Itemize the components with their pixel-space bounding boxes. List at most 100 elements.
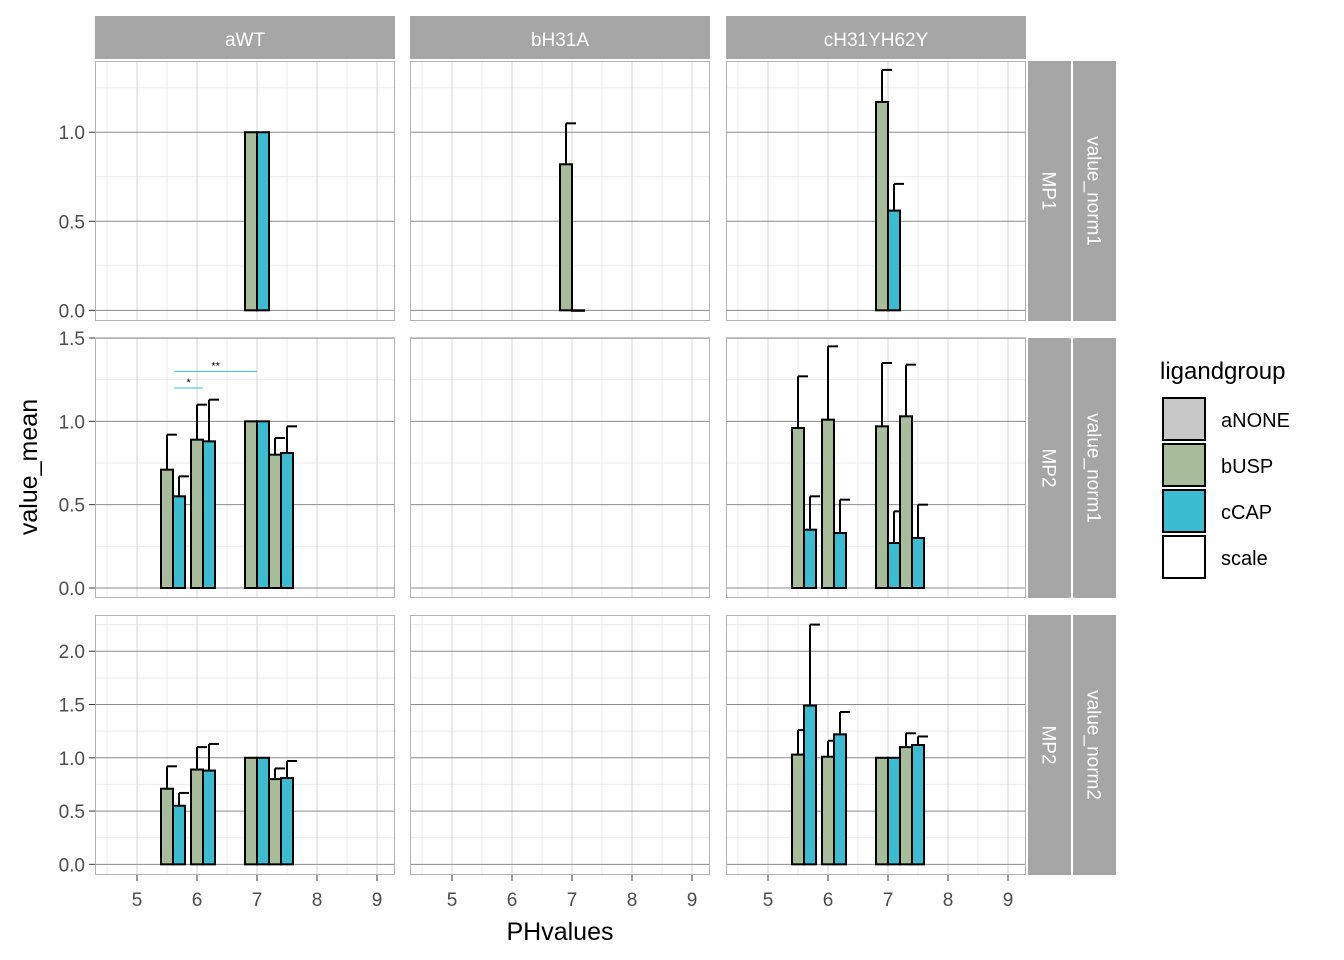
panel-background — [410, 338, 710, 598]
y-tick-label: 1.0 — [59, 123, 85, 144]
bar-cCAP — [280, 777, 294, 866]
x-tick-label: 6 — [823, 890, 834, 911]
y-tick-label: 1.0 — [59, 412, 85, 433]
axes: 0.0 0.5 1.0 0.0 0.5 1.0 1.5 0.0 0.5 1.0 1.5 2.0 5 6 7 8… — [59, 123, 1014, 911]
bar-bUSP — [791, 427, 805, 589]
significance-label: * — [186, 377, 191, 389]
x-tick-label: 9 — [372, 890, 383, 911]
bar-cCAP — [887, 209, 901, 312]
panel-background — [410, 615, 710, 875]
facet-panel — [726, 615, 1026, 875]
panel-data — [160, 742, 297, 866]
row-strip-label: MP2 — [1038, 448, 1059, 487]
y-axis-label: value_mean — [15, 399, 43, 535]
y-tick-label: 0.0 — [59, 301, 85, 322]
panel-border — [95, 61, 395, 321]
row-strip-label: value_norm2 — [1083, 690, 1104, 800]
bar-bUSP — [875, 100, 889, 312]
bar-cCAP — [911, 537, 925, 589]
bar-cCAP — [172, 804, 186, 866]
bar-bUSP — [791, 753, 805, 866]
legend-key-bUSP — [1162, 443, 1206, 487]
bar-bUSP — [559, 163, 573, 312]
facet-strips: aWT bH31A cH31YH62Y MP1 value_norm1 MP2 value_… — [95, 16, 1116, 875]
row-strip — [1028, 61, 1071, 321]
x-tick-label: 5 — [132, 890, 143, 911]
x-tick-label: 8 — [312, 890, 323, 911]
facet-panel — [410, 337, 710, 598]
panel-border — [410, 338, 710, 598]
legend-label: bUSP — [1221, 456, 1273, 478]
x-axis-label: PHvalues — [507, 918, 614, 946]
legend-label: cCAP — [1221, 502, 1272, 524]
bar-cCAP — [571, 309, 585, 312]
y-tick-label: 1.0 — [59, 749, 85, 770]
bar-bUSP — [244, 420, 258, 590]
panel-data — [244, 131, 270, 312]
bar-bUSP — [244, 131, 258, 312]
significance-label: ** — [211, 360, 220, 372]
facet-panel — [410, 615, 710, 875]
bar-cCAP — [887, 542, 901, 589]
legend-label: aNONE — [1221, 410, 1290, 432]
y-tick-label: 0.5 — [59, 802, 85, 823]
bar-cCAP — [887, 756, 901, 866]
y-tick-label: 0.0 — [59, 579, 85, 600]
legend-title: ligandgroup — [1160, 358, 1285, 385]
bar-bUSP — [160, 468, 174, 589]
column-strip — [410, 16, 710, 59]
y-tick-label: 1.5 — [59, 329, 85, 350]
x-tick-label: 7 — [883, 890, 894, 911]
y-tick-label: 0.5 — [59, 212, 85, 233]
x-tick-label: 9 — [1003, 890, 1014, 911]
x-tick-label: 8 — [943, 890, 954, 911]
legend-label: scale — [1221, 548, 1268, 570]
panel-data: *** — [160, 360, 297, 590]
row-strip — [1073, 615, 1116, 875]
row-strip — [1028, 338, 1071, 598]
panel-data — [791, 623, 928, 866]
column-strip — [95, 16, 395, 59]
bar-bUSP — [821, 755, 835, 866]
panel-border — [95, 615, 395, 875]
column-strip-label: bH31A — [531, 30, 589, 51]
bar-bUSP — [899, 415, 913, 590]
bar-bUSP — [899, 746, 913, 866]
panel-border — [410, 61, 710, 321]
panel-data — [791, 345, 928, 590]
y-tick-label: 0.0 — [59, 855, 85, 876]
panel-border — [95, 338, 395, 598]
bar-bUSP — [821, 418, 835, 589]
panel-border — [726, 338, 1026, 598]
panel-data — [875, 68, 904, 312]
row-strip-label: MP1 — [1038, 171, 1059, 210]
bar-bUSP — [190, 768, 204, 866]
y-tick-label: 2.0 — [59, 642, 85, 663]
bar-cCAP — [256, 756, 270, 866]
bar-bUSP — [268, 778, 282, 866]
row-strip — [1073, 338, 1116, 598]
y-tick-label: 0.5 — [59, 496, 85, 517]
panel-data — [559, 122, 585, 312]
x-tick-label: 7 — [252, 890, 263, 911]
y-tick-label: 1.5 — [59, 696, 85, 717]
legend-key-scale — [1162, 535, 1206, 579]
bar-cCAP — [256, 420, 270, 590]
bar-cCAP — [202, 440, 216, 590]
column-strip-label: cH31YH62Y — [824, 30, 929, 51]
bar-cCAP — [833, 733, 847, 866]
row-strip — [1073, 61, 1116, 321]
row-strip-label: value_norm1 — [1083, 136, 1104, 246]
panel-border — [726, 615, 1026, 875]
row-strip-label: value_norm1 — [1083, 413, 1104, 523]
x-tick-label: 6 — [507, 890, 518, 911]
bar-bUSP — [160, 787, 174, 866]
bar-cCAP — [256, 131, 270, 312]
bar-cCAP — [803, 704, 817, 866]
legend-key-aNONE — [1162, 397, 1206, 441]
bar-bUSP — [244, 756, 258, 866]
column-strip — [726, 16, 1026, 59]
bar-cCAP — [803, 528, 817, 590]
legend-key-cCAP — [1162, 489, 1206, 533]
